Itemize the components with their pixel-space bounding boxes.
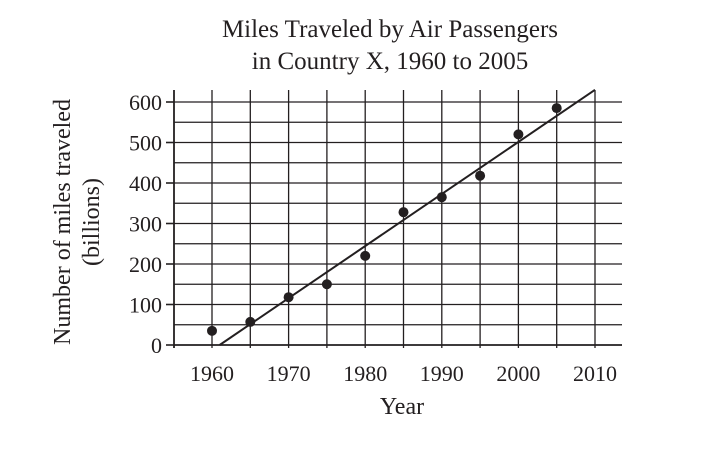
data-point <box>321 279 332 290</box>
chart-title-line-2: in Country X, 1960 to 2005 <box>252 48 528 75</box>
x-tick-label: 1980 <box>343 361 387 386</box>
trend-line <box>219 89 596 346</box>
y-axis-label-line-1: Number of miles traveled <box>50 99 76 345</box>
x-tick-label: 2000 <box>496 361 540 386</box>
y-tick-label: 300 <box>129 212 162 237</box>
data-point <box>360 250 371 261</box>
y-tick-label: 100 <box>129 293 162 318</box>
axes <box>166 90 622 348</box>
chart-title-line-1: Miles Traveled by Air Passengers <box>222 16 558 43</box>
y-tick-label: 500 <box>129 131 162 156</box>
y-tick-label: 400 <box>129 171 162 196</box>
grid <box>174 90 622 348</box>
y-tick-label: 600 <box>129 90 162 115</box>
data-point <box>283 292 294 303</box>
y-tick-label: 200 <box>129 252 162 277</box>
data-point <box>513 129 524 140</box>
x-tick-label: 1960 <box>190 361 234 386</box>
x-tick-label: 2010 <box>573 361 617 386</box>
y-tick-labels: 0 100 200 300 400 500 600 <box>129 90 162 358</box>
x-tick-label: 1990 <box>420 361 464 386</box>
data-point <box>207 325 217 336</box>
data-point <box>551 103 562 114</box>
x-tick-label: 1970 <box>267 361 311 386</box>
y-tick-label: 0 <box>151 333 162 358</box>
data-point <box>245 316 256 327</box>
x-axis-label: Year <box>380 394 424 420</box>
data-point <box>475 170 486 181</box>
data-point <box>436 192 447 203</box>
data-points <box>207 103 562 336</box>
data-point <box>398 207 409 218</box>
y-axis-label-line-2: (billions) <box>79 178 105 266</box>
x-tick-labels: 1960 1970 1980 1990 2000 2010 <box>190 361 617 386</box>
